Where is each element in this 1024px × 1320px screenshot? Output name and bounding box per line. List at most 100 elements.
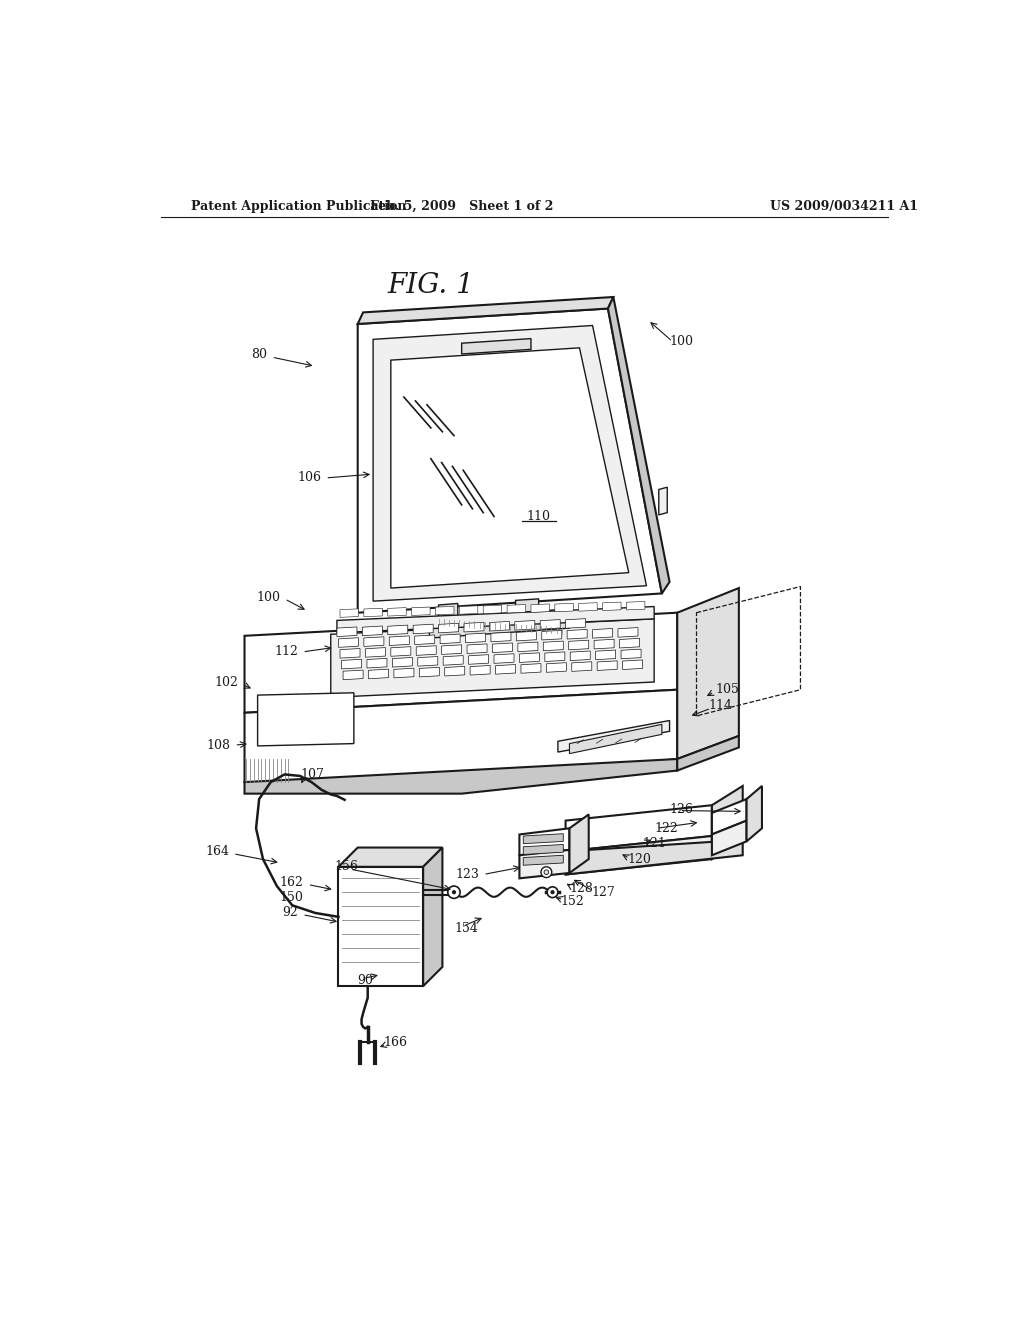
Text: 164: 164 xyxy=(205,845,229,858)
Polygon shape xyxy=(394,668,414,678)
Text: 122: 122 xyxy=(654,822,678,834)
Text: 162: 162 xyxy=(280,875,304,888)
Polygon shape xyxy=(569,725,662,754)
Polygon shape xyxy=(419,668,439,677)
Polygon shape xyxy=(339,867,423,986)
Circle shape xyxy=(544,870,549,875)
Polygon shape xyxy=(565,840,742,874)
Text: FIG. 1: FIG. 1 xyxy=(387,272,474,298)
Polygon shape xyxy=(571,661,592,672)
Polygon shape xyxy=(245,689,677,781)
Polygon shape xyxy=(677,737,739,771)
Polygon shape xyxy=(516,631,537,642)
Text: 150: 150 xyxy=(280,891,304,904)
Polygon shape xyxy=(340,648,360,659)
Text: 108: 108 xyxy=(207,739,230,751)
Polygon shape xyxy=(357,297,613,323)
Polygon shape xyxy=(342,659,361,669)
Circle shape xyxy=(551,891,554,894)
Polygon shape xyxy=(339,847,442,867)
Polygon shape xyxy=(460,606,478,614)
Polygon shape xyxy=(597,661,617,671)
Text: 100: 100 xyxy=(257,591,281,603)
Polygon shape xyxy=(469,655,488,664)
Polygon shape xyxy=(366,648,385,657)
Polygon shape xyxy=(496,664,515,675)
Polygon shape xyxy=(483,605,502,614)
Polygon shape xyxy=(466,634,485,643)
Polygon shape xyxy=(438,623,459,632)
Polygon shape xyxy=(364,636,384,647)
Polygon shape xyxy=(515,620,535,630)
Text: 166: 166 xyxy=(383,1036,408,1049)
Polygon shape xyxy=(416,645,436,655)
Polygon shape xyxy=(464,622,484,632)
Polygon shape xyxy=(443,656,463,665)
Polygon shape xyxy=(544,642,563,651)
Polygon shape xyxy=(570,651,590,660)
Polygon shape xyxy=(620,639,640,648)
Polygon shape xyxy=(565,836,712,874)
Polygon shape xyxy=(444,667,465,676)
Text: 90: 90 xyxy=(357,974,374,987)
Polygon shape xyxy=(579,603,597,611)
Polygon shape xyxy=(462,339,531,354)
Polygon shape xyxy=(429,609,569,638)
Polygon shape xyxy=(565,619,586,628)
Polygon shape xyxy=(523,845,563,854)
Polygon shape xyxy=(391,647,411,656)
Polygon shape xyxy=(519,850,569,878)
Polygon shape xyxy=(339,638,358,647)
Polygon shape xyxy=(423,847,442,986)
Polygon shape xyxy=(608,297,670,594)
Text: 106: 106 xyxy=(298,471,322,484)
Polygon shape xyxy=(523,834,563,843)
Polygon shape xyxy=(523,855,563,866)
Polygon shape xyxy=(565,805,712,851)
Polygon shape xyxy=(389,636,410,645)
Circle shape xyxy=(453,891,456,894)
Polygon shape xyxy=(594,639,614,649)
Polygon shape xyxy=(412,607,430,615)
Polygon shape xyxy=(555,603,573,611)
Polygon shape xyxy=(343,671,364,680)
Text: 112: 112 xyxy=(274,644,298,657)
Polygon shape xyxy=(331,619,654,697)
Polygon shape xyxy=(470,665,490,675)
Polygon shape xyxy=(531,605,550,612)
Polygon shape xyxy=(435,606,454,615)
Polygon shape xyxy=(542,631,562,640)
Polygon shape xyxy=(593,628,612,638)
Polygon shape xyxy=(494,653,514,664)
Polygon shape xyxy=(545,652,565,661)
Text: 107: 107 xyxy=(300,768,324,781)
Polygon shape xyxy=(569,814,589,873)
Polygon shape xyxy=(515,599,539,615)
Polygon shape xyxy=(677,589,739,759)
Polygon shape xyxy=(367,659,387,668)
Polygon shape xyxy=(507,605,525,612)
Text: 92: 92 xyxy=(283,907,298,920)
Polygon shape xyxy=(617,627,638,638)
Polygon shape xyxy=(391,348,629,589)
Text: 80: 80 xyxy=(252,348,267,362)
Polygon shape xyxy=(245,612,677,713)
Polygon shape xyxy=(438,603,458,620)
Text: 120: 120 xyxy=(628,853,651,866)
Polygon shape xyxy=(489,622,509,631)
Polygon shape xyxy=(490,632,511,642)
Polygon shape xyxy=(258,693,354,746)
Text: 156: 156 xyxy=(335,861,358,874)
Polygon shape xyxy=(373,326,646,601)
Circle shape xyxy=(541,867,552,878)
Polygon shape xyxy=(388,626,408,635)
Polygon shape xyxy=(518,642,538,652)
Polygon shape xyxy=(357,309,662,612)
Text: 114: 114 xyxy=(708,698,732,711)
Polygon shape xyxy=(388,607,407,616)
Polygon shape xyxy=(413,624,433,634)
Polygon shape xyxy=(658,487,668,515)
Polygon shape xyxy=(440,634,460,644)
Text: 152: 152 xyxy=(560,895,584,908)
Polygon shape xyxy=(627,602,645,610)
